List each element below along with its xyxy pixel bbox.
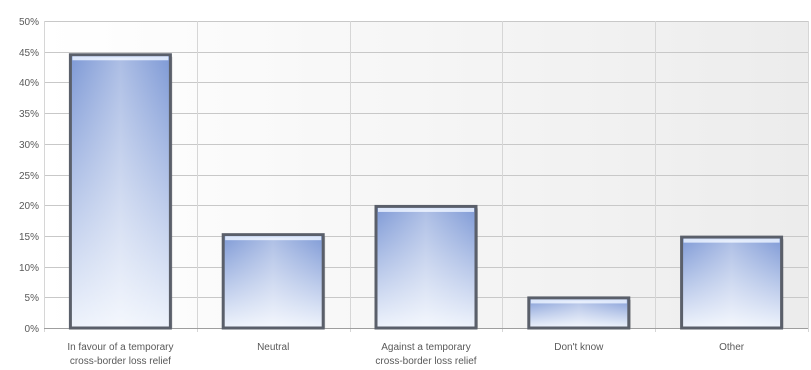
bar [374,204,478,330]
x-tick-label: Don't know [554,342,604,353]
x-tick-label: Against a temporary cross-border loss rel… [375,342,476,367]
bar [680,235,784,330]
x-axis-labels: In favour of a temporary cross-border los… [67,342,744,367]
y-tick-label: 5% [25,293,40,304]
x-tick-label: In favour of a temporary cross-border los… [67,342,173,367]
x-tick-label: Neutral [257,342,289,353]
y-tick-label: 0% [25,324,40,335]
y-tick-label: 20% [19,201,39,212]
y-tick-label: 25% [19,171,39,182]
y-axis-ticks: 0% 5% 10% 15% 20% 25% 30% 35% 40% 45% 50% [19,17,39,335]
y-tick-label: 45% [19,48,39,59]
bar [68,53,173,330]
y-tick-label: 15% [19,232,39,243]
y-tick-label: 40% [19,78,39,89]
bar [221,233,326,330]
y-tick-label: 35% [19,109,39,120]
y-tick-label: 50% [19,17,39,28]
bars [68,53,784,330]
bar [527,296,631,330]
x-tick-label: Other [719,342,745,353]
y-tick-label: 10% [19,263,39,274]
y-tick-label: 30% [19,140,39,151]
